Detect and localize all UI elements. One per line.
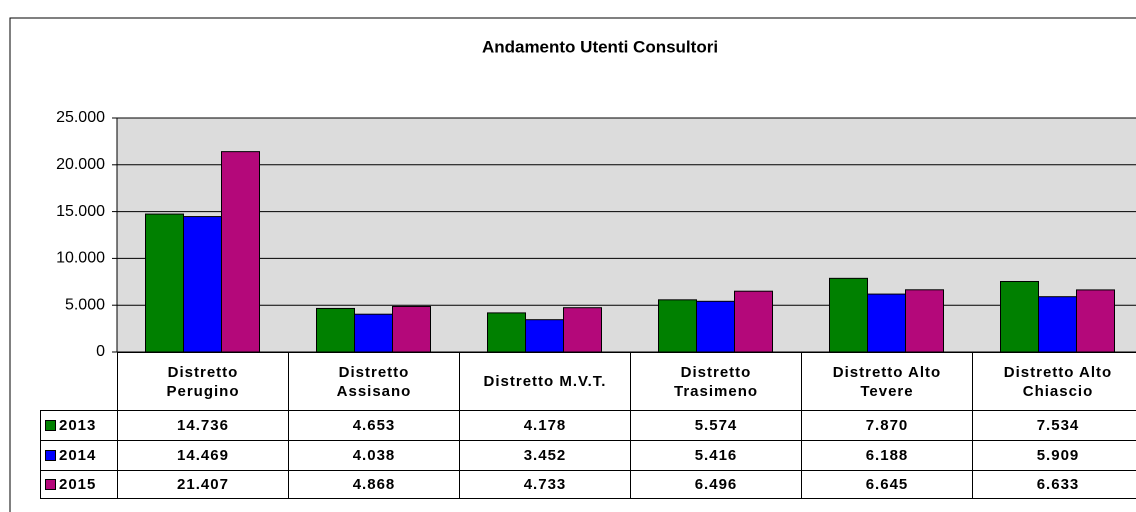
bar [563, 307, 602, 353]
table-value: 4.653 [288, 410, 460, 441]
y-tick-label: 0 [96, 343, 105, 360]
bar [1076, 289, 1115, 353]
y-tick-label: 5.000 [65, 296, 105, 313]
table-value: 5.416 [630, 440, 802, 471]
bar [487, 312, 526, 353]
bar [1038, 296, 1077, 353]
table-value: 4.178 [459, 410, 631, 441]
bar [183, 216, 222, 353]
table-value: 6.633 [972, 470, 1136, 499]
bar [145, 213, 184, 353]
y-tick-label: 20.000 [56, 156, 105, 173]
table-value: 14.736 [117, 410, 289, 441]
table-value: 21.407 [117, 470, 289, 499]
bar [734, 290, 773, 353]
category-label: Distretto Alto Chiascio [972, 352, 1136, 411]
bar [525, 319, 564, 353]
category-label: Distretto Perugino [117, 352, 289, 411]
bar [905, 289, 944, 353]
category-label: Distretto M.V.T. [459, 352, 631, 411]
table-value: 7.534 [972, 410, 1136, 441]
bar [1000, 280, 1039, 353]
y-tick-label: 15.000 [56, 203, 105, 220]
legend-entry: 2015 [40, 470, 118, 499]
table-value: 6.645 [801, 470, 973, 499]
y-tick-label: 25.000 [56, 109, 105, 126]
category-label: Distretto Assisano [288, 352, 460, 411]
legend-label: 2014 [59, 447, 97, 464]
table-value: 4.733 [459, 470, 631, 499]
bar [658, 299, 697, 353]
table-value: 4.868 [288, 470, 460, 499]
chart-title: Andamento Utenti Consultori [482, 37, 718, 56]
bar [392, 305, 431, 353]
legend-swatch [45, 420, 56, 431]
plot-area [116, 117, 1136, 353]
bar [221, 151, 260, 353]
y-tick-label: 10.000 [56, 250, 105, 267]
legend-swatch [45, 450, 56, 461]
table-value: 5.909 [972, 440, 1136, 471]
table-value: 14.469 [117, 440, 289, 471]
table-value: 5.574 [630, 410, 802, 441]
bar [316, 307, 355, 353]
table-value: 7.870 [801, 410, 973, 441]
category-label: Distretto Trasimeno [630, 352, 802, 411]
legend-swatch [45, 479, 56, 490]
bar [696, 300, 735, 353]
table-value: 6.188 [801, 440, 973, 471]
bar [354, 313, 393, 353]
category-label: Distretto Alto Tevere [801, 352, 973, 411]
legend-label: 2015 [59, 476, 97, 493]
table-value: 4.038 [288, 440, 460, 471]
table-value: 6.496 [630, 470, 802, 499]
legend-entry: 2013 [40, 410, 118, 441]
bar [867, 293, 906, 353]
table-value: 3.452 [459, 440, 631, 471]
legend-label: 2013 [59, 417, 97, 434]
legend-entry: 2014 [40, 440, 118, 471]
bar [829, 277, 868, 353]
